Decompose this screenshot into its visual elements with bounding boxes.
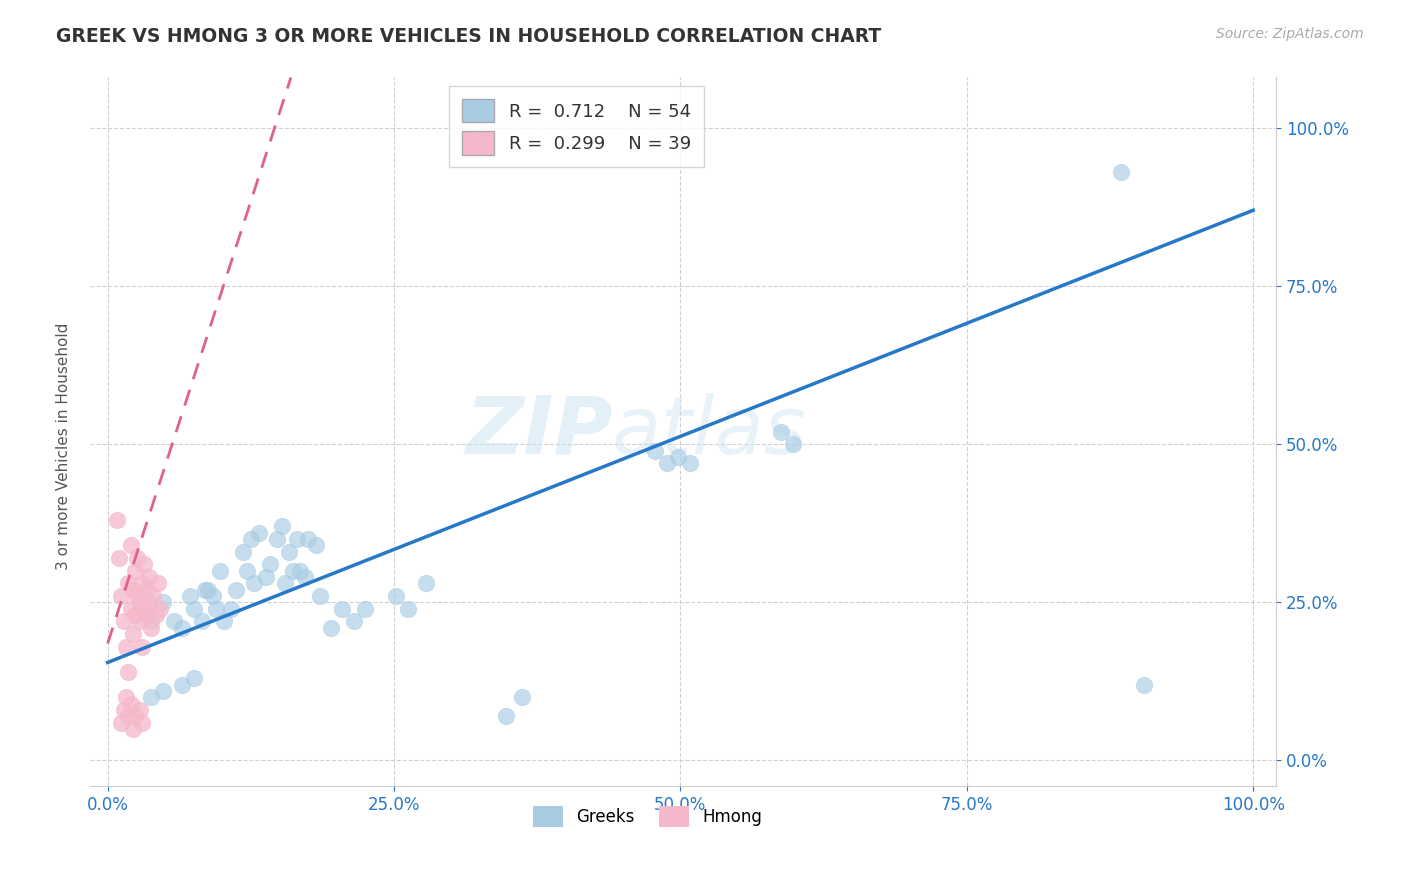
Point	[1111, 165, 1133, 179]
Point	[120, 601, 142, 615]
Point	[655, 456, 678, 470]
Point	[396, 601, 419, 615]
Point	[183, 671, 205, 685]
Point	[232, 545, 254, 559]
Point	[127, 551, 149, 566]
Point	[152, 595, 174, 609]
Point	[270, 519, 292, 533]
Point	[197, 582, 219, 597]
Text: 3 or more Vehicles in Household: 3 or more Vehicles in Household	[56, 322, 70, 570]
Point	[1133, 677, 1156, 691]
Point	[385, 589, 408, 603]
Point	[110, 715, 132, 730]
Point	[183, 601, 205, 615]
Point	[112, 615, 135, 629]
Point	[120, 538, 142, 552]
Point	[131, 715, 153, 730]
Point	[149, 601, 172, 615]
Point	[135, 582, 157, 597]
Point	[782, 437, 804, 451]
Point	[678, 456, 700, 470]
Point	[145, 607, 167, 622]
Point	[294, 570, 316, 584]
Point	[266, 532, 288, 546]
Point	[308, 589, 330, 603]
Point	[236, 564, 259, 578]
Point	[127, 589, 149, 603]
Point	[205, 601, 228, 615]
Point	[142, 589, 165, 603]
Text: ZIP: ZIP	[465, 392, 612, 471]
Point	[190, 615, 212, 629]
Point	[243, 576, 266, 591]
Point	[131, 640, 153, 654]
Point	[134, 601, 156, 615]
Point	[179, 589, 201, 603]
Legend: Greeks, Hmong: Greeks, Hmong	[526, 799, 769, 834]
Point	[117, 576, 139, 591]
Point	[283, 564, 305, 578]
Point	[332, 601, 354, 615]
Text: Source: ZipAtlas.com: Source: ZipAtlas.com	[1216, 27, 1364, 41]
Point	[274, 576, 297, 591]
Point	[172, 677, 194, 691]
Point	[141, 621, 163, 635]
Point	[305, 538, 328, 552]
Point	[172, 621, 194, 635]
Point	[208, 564, 231, 578]
Point	[141, 690, 163, 705]
Point	[135, 607, 157, 622]
Point	[124, 564, 146, 578]
Point	[120, 697, 142, 711]
Text: atlas: atlas	[612, 392, 807, 471]
Point	[121, 722, 143, 736]
Point	[128, 703, 150, 717]
Point	[152, 684, 174, 698]
Point	[770, 425, 793, 439]
Point	[117, 709, 139, 723]
Point	[121, 582, 143, 597]
Point	[108, 551, 131, 566]
Point	[128, 615, 150, 629]
Point	[202, 589, 225, 603]
Point	[121, 627, 143, 641]
Point	[128, 595, 150, 609]
Point	[666, 450, 689, 464]
Point	[319, 621, 342, 635]
Point	[141, 615, 163, 629]
Point	[343, 615, 366, 629]
Point	[124, 607, 146, 622]
Point	[288, 564, 311, 578]
Point	[277, 545, 299, 559]
Point	[194, 582, 217, 597]
Point	[131, 576, 153, 591]
Point	[134, 558, 156, 572]
Point	[138, 595, 160, 609]
Point	[415, 576, 437, 591]
Point	[354, 601, 377, 615]
Point	[297, 532, 319, 546]
Point	[117, 665, 139, 679]
Point	[163, 615, 186, 629]
Point	[285, 532, 308, 546]
Point	[495, 709, 517, 723]
Point	[115, 640, 138, 654]
Point	[105, 513, 128, 527]
Point	[221, 601, 243, 615]
Point	[110, 589, 132, 603]
Point	[138, 570, 160, 584]
Text: GREEK VS HMONG 3 OR MORE VEHICLES IN HOUSEHOLD CORRELATION CHART: GREEK VS HMONG 3 OR MORE VEHICLES IN HOU…	[56, 27, 882, 45]
Point	[247, 525, 270, 540]
Point	[644, 443, 666, 458]
Point	[510, 690, 533, 705]
Point	[124, 709, 146, 723]
Point	[239, 532, 262, 546]
Point	[115, 690, 138, 705]
Point	[225, 582, 247, 597]
Point	[112, 703, 135, 717]
Point	[214, 615, 236, 629]
Point	[259, 558, 281, 572]
Point	[254, 570, 277, 584]
Point	[146, 576, 169, 591]
